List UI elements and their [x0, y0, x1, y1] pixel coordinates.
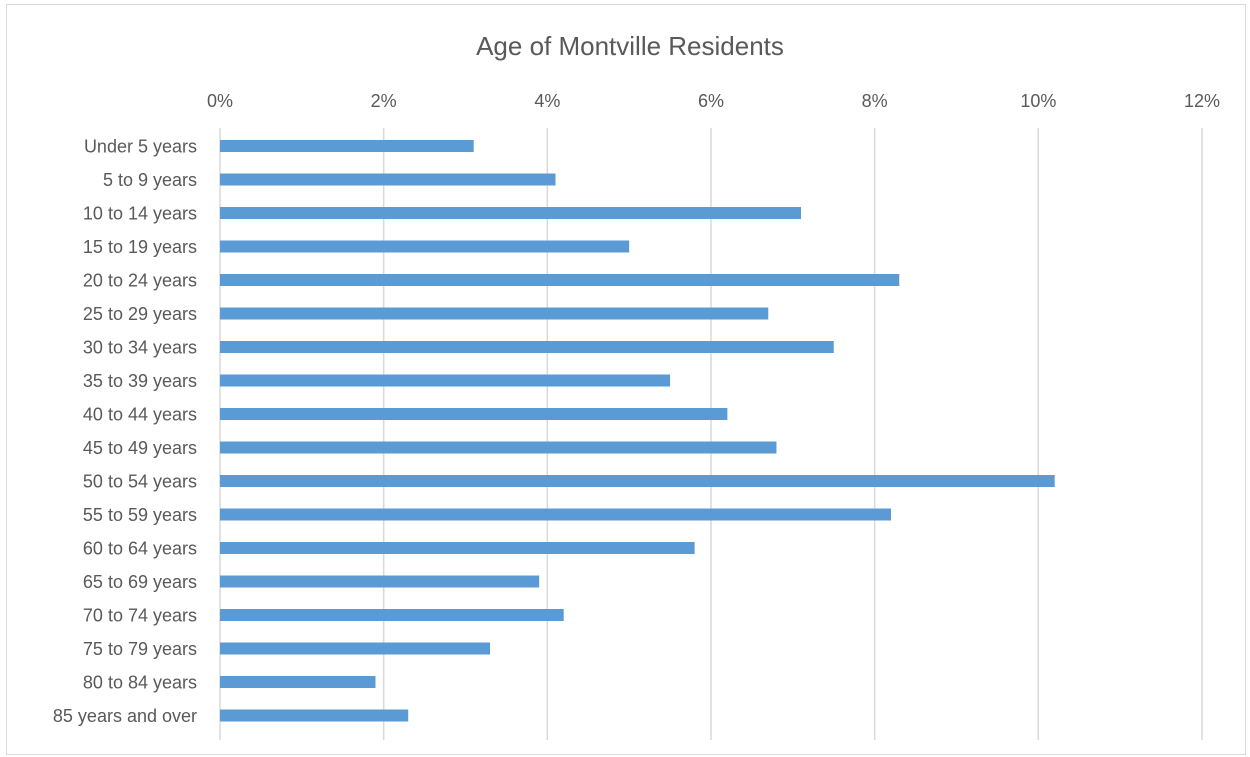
- bars: [220, 140, 1055, 722]
- category-labels: Under 5 years 5 to 9 years 10 to 14 years 1…: [53, 137, 197, 727]
- bar: [220, 609, 564, 621]
- x-tick-label: 0%: [207, 91, 233, 111]
- category-label: 20 to 24 years: [83, 271, 197, 291]
- bar: [220, 441, 777, 454]
- category-label: 25 to 29 years: [83, 304, 197, 324]
- bar: [220, 508, 892, 521]
- x-tick-label: 12%: [1184, 91, 1220, 111]
- x-tick-label: 2%: [371, 91, 397, 111]
- x-tick-label: 4%: [534, 91, 560, 111]
- bar: [220, 341, 834, 353]
- x-tick-label: 6%: [698, 91, 724, 111]
- bar: [220, 542, 695, 554]
- bar: [220, 642, 491, 655]
- category-label: 65 to 69 years: [83, 572, 197, 592]
- bar: [220, 274, 900, 286]
- category-label: Under 5 years: [84, 137, 197, 157]
- category-label: 15 to 19 years: [83, 237, 197, 257]
- category-label: 40 to 44 years: [83, 405, 197, 425]
- category-label: 80 to 84 years: [83, 673, 197, 693]
- category-label: 50 to 54 years: [83, 472, 197, 492]
- bar: [220, 575, 540, 588]
- bar: [220, 140, 474, 152]
- bar: [220, 207, 802, 219]
- gridlines: [219, 128, 1203, 740]
- category-label: 5 to 9 years: [103, 170, 197, 190]
- bar: [220, 676, 376, 688]
- category-label: 55 to 59 years: [83, 505, 197, 525]
- bar: [220, 374, 671, 387]
- bar: [220, 307, 769, 320]
- category-label: 70 to 74 years: [83, 606, 197, 626]
- bar: [220, 173, 556, 186]
- category-label: 75 to 79 years: [83, 639, 197, 659]
- bar: [220, 709, 409, 722]
- category-label: 45 to 49 years: [83, 438, 197, 458]
- bar: [220, 408, 728, 420]
- category-label: 10 to 14 years: [83, 204, 197, 224]
- bar: [220, 240, 630, 253]
- category-label: 35 to 39 years: [83, 371, 197, 391]
- category-label: 60 to 64 years: [83, 539, 197, 559]
- chart-title: Age of Montville Residents: [476, 31, 784, 61]
- x-tick-label: 8%: [862, 91, 888, 111]
- category-label: 85 years and over: [53, 706, 197, 726]
- x-tick-label: 10%: [1020, 91, 1056, 111]
- bar: [220, 475, 1055, 487]
- x-axis-tick-labels: 0% 2% 4% 6% 8% 10% 12%: [207, 91, 1220, 111]
- category-label: 30 to 34 years: [83, 338, 197, 358]
